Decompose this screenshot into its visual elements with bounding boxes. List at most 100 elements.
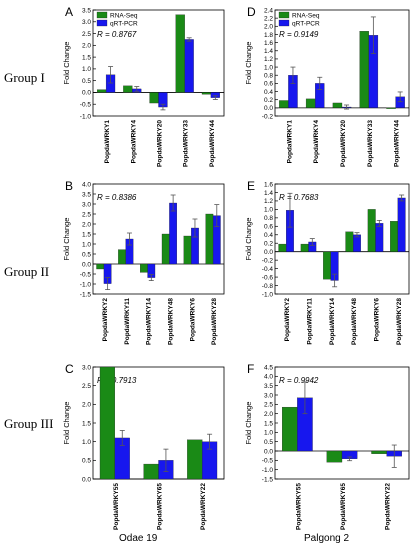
y-tick-label: 0.2	[264, 97, 273, 104]
y-tick-label: 2.0	[264, 411, 273, 418]
y-tick-label: 0.5	[264, 439, 273, 446]
bar-rna-seq-popdawrky20	[149, 92, 159, 104]
group-label-2: Group II	[4, 264, 49, 279]
y-tick-label: 1.0	[82, 66, 91, 73]
bar-rna-seq-popdawrky65	[143, 463, 159, 480]
y-axis-label: Fold Change	[62, 218, 71, 261]
y-tick-label: 1.0	[82, 241, 91, 248]
y-axis-label: Fold Change	[62, 42, 71, 85]
y-tick-label: 1.0	[82, 439, 91, 446]
y-tick-label: 0.6	[264, 224, 273, 231]
category-label: PopdaWRKY33	[367, 120, 374, 167]
correlation-label: R = 0.7913	[97, 376, 137, 385]
category-label: PopdaWRKY22	[200, 483, 207, 530]
bar-rna-seq-popdawrky22	[187, 439, 203, 480]
bar-rna-seq-popdawrky4	[305, 98, 316, 108]
y-tick-label: 1.4	[264, 48, 273, 55]
plot-frame	[274, 9, 410, 117]
category-label: PopdaWRKY44	[209, 120, 216, 167]
bar-rna-seq-popdawrky14	[140, 263, 148, 273]
y-tick-label: -1.0	[262, 291, 274, 298]
panel-letter: A	[65, 5, 73, 19]
legend-swatch-0	[96, 11, 108, 19]
bar-rna-seq-popdawrky1	[97, 89, 107, 93]
chart-panels: A -1.0 -0.5 0.0 0.5 1.0 1.5 2.0 2.5 3.0 3.5 Fold Ch…	[62, 5, 410, 530]
y-tick-label: -0.2	[262, 113, 274, 120]
y-tick-label: 0.8	[264, 215, 273, 222]
y-tick-label: 0.2	[264, 241, 273, 248]
y-tick-label: 4.0	[82, 181, 91, 188]
bar-rna-seq-popdawrky4	[123, 85, 133, 93]
footer-label-right: Palgong 2	[304, 533, 349, 544]
bar-rna-seq-popdawrky14	[323, 251, 331, 280]
bar-qrt-pcr-popdawrky48	[353, 234, 361, 252]
group-label-3: Group III	[4, 416, 53, 431]
y-tick-label: 0.5	[82, 458, 91, 465]
y-tick-label: 2.2	[264, 15, 273, 22]
y-tick-label: -1.0	[262, 467, 274, 474]
bar-qrt-pcr-popdawrky6	[375, 223, 384, 252]
bar-rna-seq-popdawrky11	[118, 249, 126, 265]
bar-rna-seq-popdawrky55	[281, 406, 298, 452]
y-tick-label: 1.6	[264, 181, 273, 188]
bar-rna-seq-popdawrky11	[300, 243, 309, 252]
group-label-1: Group I	[4, 70, 45, 85]
bar-rna-seq-popdawrky48	[161, 233, 170, 265]
chart-panel-f: F -1.5 -1.0 -0.5 0.0 0.5 1.0 1.5 2.0 2.5 3.0 3.5 4.0…	[244, 362, 410, 530]
y-tick-label: -0.4	[262, 266, 274, 273]
bar-rna-seq-popdawrky20	[332, 102, 343, 108]
y-tick-label: 0.0	[82, 476, 91, 483]
plot-frame	[92, 183, 225, 295]
chart-panel-e: E -1.0-0.8 -0.6-0.4 -0.20.00.2 0.40.6 0.81.0 1…	[244, 179, 410, 345]
y-tick-label: 2.5	[264, 402, 273, 409]
y-tick-label: 2.5	[82, 211, 91, 218]
y-tick-label: 1.5	[82, 420, 91, 427]
category-label: PopdaWRKY6	[374, 298, 381, 342]
y-tick-label: 0.4	[264, 89, 273, 96]
y-tick-label: 0.0	[264, 105, 273, 112]
category-label: PopdaWRKY1	[104, 120, 111, 164]
category-label: PopdaWRKY55	[113, 483, 120, 530]
plot-frame	[274, 183, 410, 295]
y-tick-label: 2.4	[264, 7, 273, 14]
bar-rna-seq-popdawrky22	[371, 450, 387, 454]
y-tick-label: 1.0	[264, 207, 273, 214]
y-tick-label: 1.0	[264, 64, 273, 71]
y-tick-label: -1.0	[80, 281, 92, 288]
panel-letter: C	[65, 362, 74, 376]
chart-panel-b: B -1.5 -1.0 -0.5 0.0 0.5 1.0 1.5 2.0 2.5 3.0 3.5 4.0…	[62, 179, 225, 345]
legend-label-1: qRT-PCR	[292, 21, 320, 28]
category-label: PopdaWRKY11	[124, 298, 131, 345]
y-tick-label: 0.5	[82, 78, 91, 85]
category-label: PopdaWRKY11	[307, 298, 314, 345]
y-tick-label: 4.0	[264, 374, 273, 381]
bar-rna-seq-popdawrky55	[99, 366, 115, 480]
category-label: PopdaWRKY33	[183, 120, 190, 167]
legend-swatch-1	[278, 19, 290, 27]
bar-qrt-pcr-popdawrky33	[184, 39, 194, 93]
y-tick-label: 1.4	[264, 190, 273, 197]
category-label: PopdaWRKY65	[340, 483, 347, 530]
legend-label-1: qRT-PCR	[110, 21, 138, 28]
y-tick-label: 1.8	[264, 32, 273, 39]
bar-rna-seq-popdawrky48	[345, 231, 354, 252]
y-tick-label: -1.0	[80, 113, 92, 120]
y-axis-label: Fold Change	[244, 218, 253, 261]
y-axis-label: Fold Change	[244, 42, 253, 85]
panel-letter: B	[65, 179, 73, 193]
bar-rna-seq-popdawrky65	[326, 450, 343, 463]
correlation-label: R = 0.7683	[279, 193, 319, 202]
category-label: PopdaWRKY28	[396, 298, 403, 345]
y-tick-label: 2.0	[82, 43, 91, 50]
y-tick-label: -1.5	[262, 476, 274, 483]
bar-rna-seq-popdawrky44	[386, 107, 396, 109]
category-label: PopdaWRKY48	[167, 298, 174, 345]
y-tick-label: -0.8	[262, 283, 274, 290]
bar-rna-seq-popdawrky2	[96, 263, 105, 270]
y-tick-label: 3.0	[82, 364, 91, 371]
category-label: PopdaWRKY6	[189, 298, 196, 342]
footer-label-left: Odae 19	[119, 533, 158, 544]
panel-letter: D	[247, 5, 256, 19]
category-label: PopdaWRKY1	[286, 120, 293, 164]
